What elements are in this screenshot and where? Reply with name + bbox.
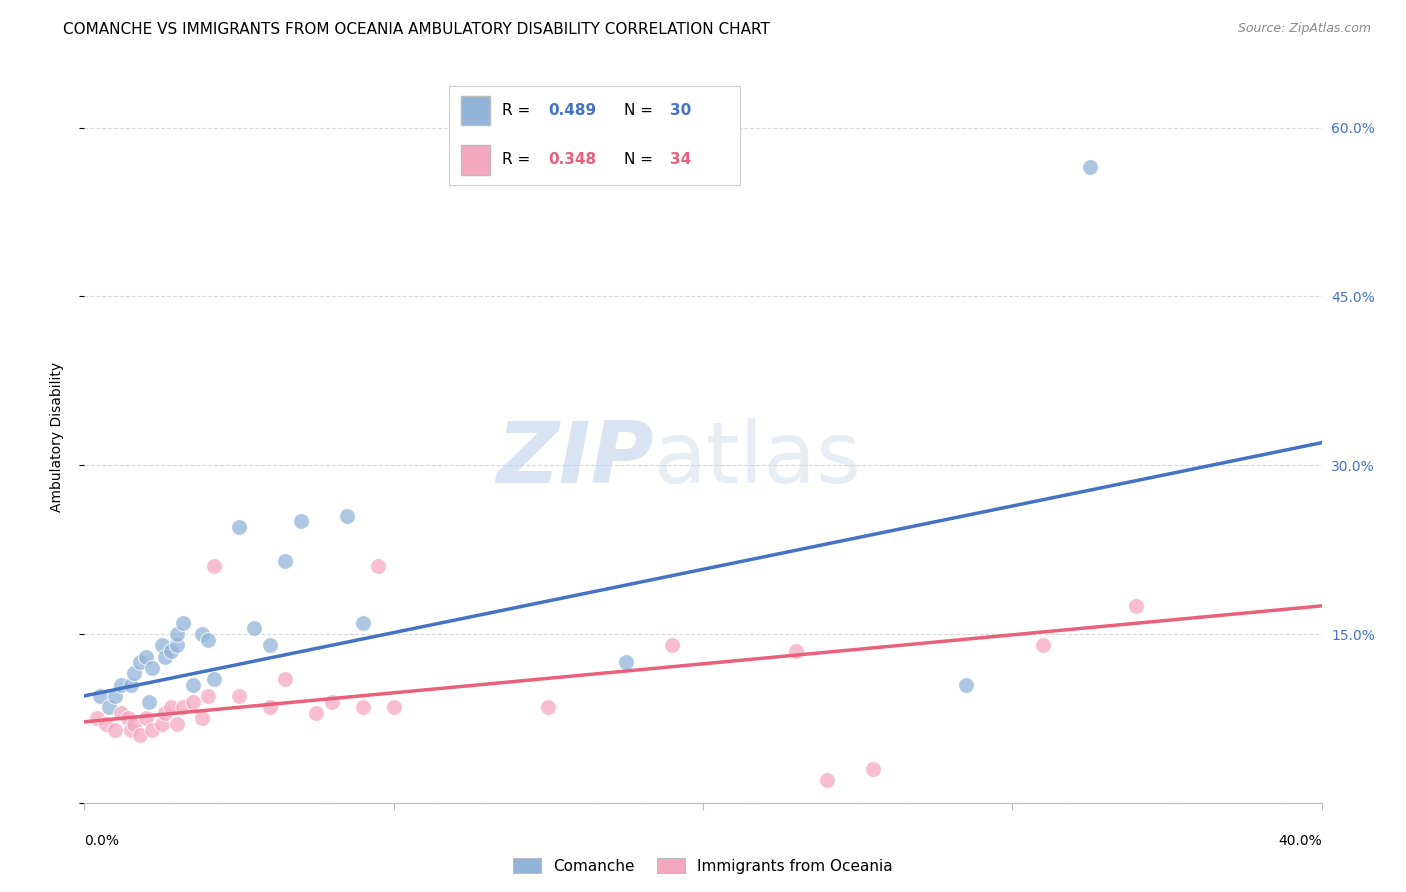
Text: 40.0%: 40.0% [1278, 834, 1322, 848]
Text: 0.0%: 0.0% [84, 834, 120, 848]
Point [862, 762, 884, 776]
Text: atlas: atlas [654, 417, 862, 500]
Point [336, 508, 359, 523]
Point [228, 689, 250, 703]
Point [166, 717, 188, 731]
Point [274, 554, 297, 568]
Point [122, 666, 145, 681]
Point [815, 773, 838, 788]
Point [1032, 638, 1054, 652]
Point [166, 638, 188, 652]
Point [1125, 599, 1147, 613]
Point [138, 694, 160, 708]
Point [955, 678, 977, 692]
Point [191, 711, 214, 725]
Text: Source: ZipAtlas.com: Source: ZipAtlas.com [1237, 22, 1371, 36]
Point [141, 723, 163, 737]
Point [661, 638, 683, 652]
Point [153, 649, 176, 664]
Point [150, 717, 173, 731]
Text: COMANCHE VS IMMIGRANTS FROM OCEANIA AMBULATORY DISABILITY CORRELATION CHART: COMANCHE VS IMMIGRANTS FROM OCEANIA AMBU… [63, 22, 770, 37]
Point [259, 638, 281, 652]
Legend: Comanche, Immigrants from Oceania: Comanche, Immigrants from Oceania [508, 852, 898, 880]
Point [321, 694, 343, 708]
Text: ZIP: ZIP [496, 417, 654, 500]
Point [150, 638, 173, 652]
Point [86, 711, 108, 725]
Point [104, 723, 127, 737]
Point [160, 700, 183, 714]
Point [537, 700, 560, 714]
Point [202, 672, 225, 686]
Point [1078, 160, 1101, 174]
Point [160, 644, 183, 658]
Point [197, 632, 219, 647]
Point [305, 706, 328, 720]
Point [110, 678, 132, 692]
Point [181, 678, 204, 692]
Y-axis label: Ambulatory Disability: Ambulatory Disability [49, 362, 63, 512]
Point [367, 559, 389, 574]
Point [172, 700, 194, 714]
Point [382, 700, 405, 714]
Point [141, 661, 163, 675]
Point [122, 717, 145, 731]
Point [614, 655, 637, 669]
Point [89, 689, 111, 703]
Point [274, 672, 297, 686]
Point [197, 689, 219, 703]
Point [172, 615, 194, 630]
Point [135, 649, 157, 664]
Point [191, 627, 214, 641]
Point [104, 689, 127, 703]
Point [120, 723, 142, 737]
Point [94, 717, 117, 731]
Point [202, 559, 225, 574]
Point [228, 520, 250, 534]
Point [181, 694, 204, 708]
Point [785, 644, 807, 658]
Point [129, 655, 152, 669]
Point [135, 711, 157, 725]
Point [243, 621, 266, 635]
Point [153, 706, 176, 720]
Point [352, 700, 374, 714]
Point [290, 515, 312, 529]
Point [117, 711, 139, 725]
Point [166, 627, 188, 641]
Point [110, 706, 132, 720]
Point [352, 615, 374, 630]
Point [120, 678, 142, 692]
Point [259, 700, 281, 714]
Point [98, 700, 121, 714]
Point [129, 728, 152, 742]
